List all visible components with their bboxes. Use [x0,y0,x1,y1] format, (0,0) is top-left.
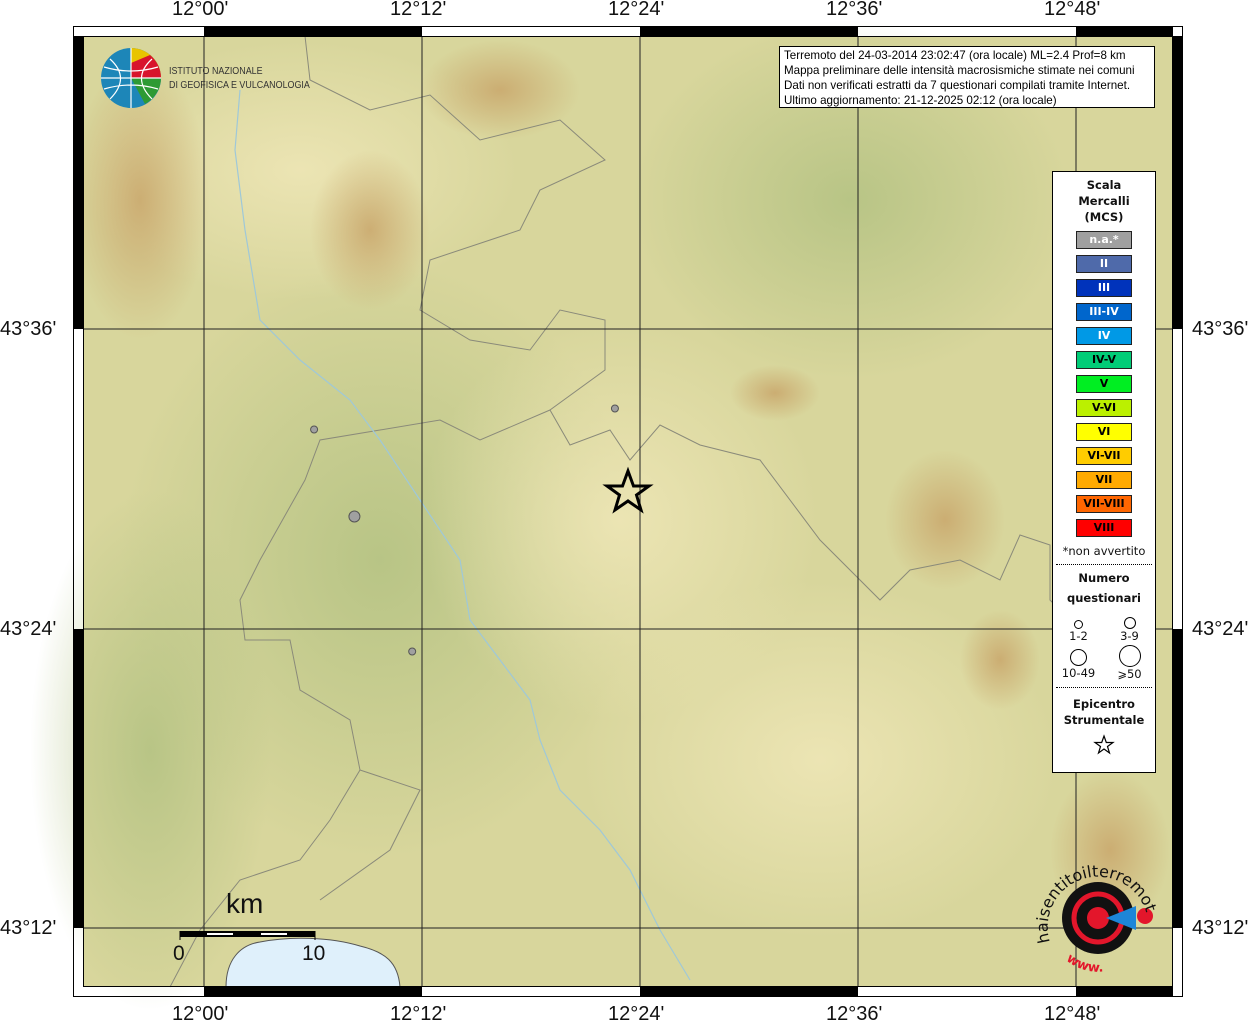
scale-label-0: 0 [173,942,185,965]
intensity-swatch: V [1076,375,1132,393]
info-line-description: Mappa preliminare delle intensità macros… [784,64,1135,77]
river [234,89,691,981]
observation-point[interactable] [310,425,319,434]
intensity-swatch: n.a.* [1076,231,1132,249]
intensity-swatch: III-IV [1076,303,1132,321]
lon-label-bottom: 12°12' [390,1003,447,1025]
count-1-2: 1-2 [1053,614,1104,643]
intensity-scale: n.a.* II III III-IV IV IV-V V V-VI VI VI-VII VII VI… [1053,231,1155,537]
divider [1056,564,1152,565]
intensity-swatch: II [1076,255,1132,273]
terrain-shading [30,20,1170,1010]
legend-note: *non avvertito [1062,544,1146,558]
count-10-49: 10-49 [1053,645,1104,681]
count-50-plus: ⩾50 [1104,645,1155,681]
legend-title-line: (MCS) [1084,210,1124,224]
count-label: 1-2 [1069,629,1088,643]
star-icon [1093,734,1115,755]
lon-label-bottom: 12°36' [826,1003,883,1025]
observation-point[interactable] [610,404,619,413]
count-title: Numero questionari [1053,568,1155,608]
lon-label-top: 12°36' [826,0,883,20]
epicenter-title: Epicentro Strumentale [1053,696,1155,728]
lon-label-top: 12°12' [390,0,447,20]
lat-label-right: 43°36' [1192,318,1249,340]
intensity-swatch: VI-VII [1076,447,1132,465]
epicenter-star-icon[interactable] [602,466,654,514]
map-frame [73,26,1183,997]
intensity-swatch: VII-VIII [1076,495,1132,513]
lon-label-top: 12°24' [608,0,665,20]
observation-point[interactable] [408,647,417,656]
lat-label-left: 43°12' [0,917,57,939]
event-info-box: Terremoto del 24-03-2014 23:02:47 (ora l… [779,46,1155,108]
lat-label-left: 43°36' [0,318,57,340]
lat-label-right: 43°24' [1192,618,1249,640]
count-title-line: Numero [1078,571,1130,585]
lat-label-right: 43°12' [1192,917,1249,939]
count-legend: 1-2 3-9 10-49 ⩾50 [1053,614,1155,681]
intensity-swatch: VI [1076,423,1132,441]
ingv-logo-text: ISTITUTO NAZIONALE DI GEOFISICA E VULCAN… [169,64,310,92]
observation-points [310,404,619,656]
count-label: 10-49 [1061,666,1096,680]
lon-label-bottom: 12°00' [172,1003,229,1025]
legend-title: Scala Mercalli (MCS) [1053,177,1155,225]
epicenter-title-line: Strumentale [1063,713,1145,727]
info-line-updated: Ultimo aggiornamento: 21-12-2025 02:12 (… [784,94,1057,107]
haisentito-logo: haisentitoilterremoto.it www. [1036,856,1160,976]
divider [1056,687,1152,688]
intensity-swatch: IV [1076,327,1132,345]
ingv-globe-logo [101,48,161,108]
count-label: ⩾50 [1117,667,1142,681]
count-label: 3-9 [1120,629,1139,643]
legend-title-line: Mercalli [1078,194,1130,208]
legend-title-line: Scala [1086,178,1122,192]
ingv-line: ISTITUTO NAZIONALE [169,65,263,77]
observation-point[interactable] [348,510,361,523]
count-3-9: 3-9 [1104,614,1155,643]
circle-icon [1123,617,1136,629]
intensity-swatch: III [1076,279,1132,297]
lon-label-top: 12°48' [1044,0,1101,20]
intensity-swatch: V-VI [1076,399,1132,417]
epicenter-title-line: Epicentro [1073,697,1135,711]
info-line-data-source: Dati non verificati estratti da 7 questi… [784,79,1131,92]
intensity-swatch: VIII [1076,519,1132,537]
scale-bar [179,931,316,940]
ingv-line: DI GEOFISICA E VULCANOLOGIA [169,79,310,91]
scale-label-10: 10 [302,942,326,965]
scale-unit: km [226,888,264,919]
lon-label-bottom: 12°24' [608,1003,665,1025]
admin-borders [169,35,1111,988]
info-line-event: Terremoto del 24-03-2014 23:02:47 (ora l… [784,49,1126,62]
lat-label-left: 43°24' [0,618,57,640]
circle-icon [1074,620,1083,629]
lon-label-top: 12°00' [172,0,229,20]
svg-text:www.: www. [1064,951,1104,976]
count-title-line: questionari [1067,591,1141,605]
legend: Scala Mercalli (MCS) n.a.* II III III-IV IV I… [1052,171,1156,773]
graticule [83,36,1173,987]
circle-icon [1118,645,1141,667]
intensity-swatch: VII [1076,471,1132,489]
lon-label-bottom: 12°48' [1044,1003,1101,1025]
circle-icon [1070,649,1087,666]
intensity-swatch: IV-V [1076,351,1132,369]
